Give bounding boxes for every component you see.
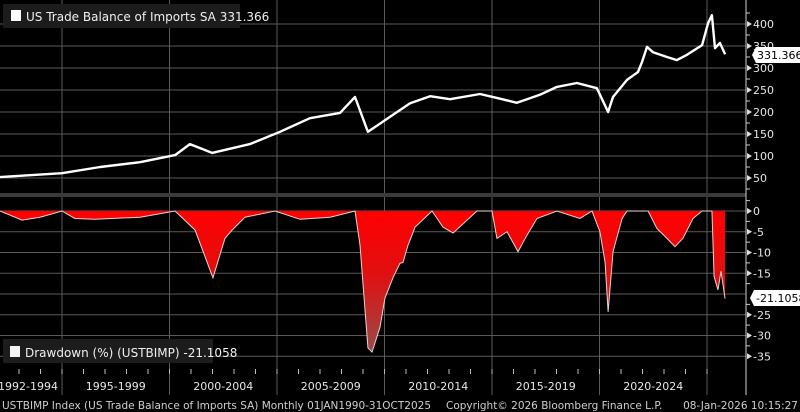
x-period-label: 2005-2009 (301, 380, 361, 393)
y-tick-label-bottom: -35 (753, 350, 771, 363)
footer-copyright: Copyright© 2026 Bloomberg Finance L.P. (446, 400, 662, 412)
y-tick-label-top: 200 (753, 106, 774, 119)
right-axis: 501001502002503003504000-5-10-15-25-30-3… (746, 12, 774, 363)
tick-mark (747, 249, 752, 256)
last-value-bottom: -21.1058 (756, 292, 800, 305)
tick-mark (747, 87, 752, 93)
y-tick-label-top: 300 (753, 62, 774, 75)
x-axis: 1992-1994 1995-1999 2000-2004 2005-2009 2010… (0, 369, 708, 393)
x-period-label: 2000-2004 (193, 380, 253, 393)
legend-swatch-drawdown (10, 346, 20, 357)
footer-description: USTBIMP Index (US Trade Balance of Impor… (2, 400, 431, 412)
tick-mark (747, 175, 752, 181)
last-value-tag-top: 331.366 (752, 47, 800, 63)
tick-mark (747, 43, 752, 49)
tick-mark (747, 65, 752, 71)
legend-bottom[interactable]: Drawdown (%) (USTBIMP) -21.1058 (3, 339, 237, 363)
legend-label-imports: US Trade Balance of Imports SA 331.366 (26, 10, 269, 24)
y-tick-label-top: 150 (753, 128, 774, 141)
tick-mark (747, 332, 752, 339)
tick-mark (747, 228, 752, 235)
y-tick-label-top: 100 (753, 150, 774, 163)
x-period-label: 1995-1999 (86, 380, 146, 393)
tick-mark (747, 109, 752, 115)
legend-swatch-white (11, 10, 21, 21)
y-tick-label-top: 50 (753, 172, 767, 185)
x-period-label: 2015-2019 (516, 380, 576, 393)
plot-marks (0, 13, 727, 354)
tick-mark (747, 21, 752, 27)
x-period-label: 2020-2024 (623, 380, 683, 393)
footer-timestamp: 08-Jan-2026 10:15:27 (683, 400, 798, 412)
legend-label-drawdown: Drawdown (%) (USTBIMP) -21.1058 (25, 346, 237, 360)
x-period-label: 1992-1994 (0, 380, 58, 393)
tick-mark (747, 208, 752, 214)
tick-mark (747, 153, 752, 159)
y-tick-label-bottom: -25 (753, 309, 771, 322)
x-period-label: 2010-2014 (408, 380, 468, 393)
y-tick-label-bottom: -10 (753, 247, 771, 260)
legend-top[interactable]: US Trade Balance of Imports SA 331.366 (3, 4, 269, 28)
tick-mark (747, 131, 752, 137)
y-tick-label-top: 250 (753, 84, 774, 97)
y-tick-label-bottom: -30 (753, 330, 771, 343)
y-tick-label-bottom: 0 (753, 205, 760, 218)
y-tick-label-bottom: -15 (753, 267, 771, 280)
tick-mark (747, 270, 752, 277)
y-tick-label-top: 400 (753, 18, 774, 31)
drawdown-area (0, 211, 726, 353)
y-tick-label-bottom: -5 (753, 226, 764, 239)
tick-mark (747, 311, 752, 318)
last-value-tag-bottom: -21.1058 (750, 290, 800, 306)
panel-separator (0, 193, 746, 197)
series-line-imports (0, 13, 727, 179)
last-value-top: 331.366 (757, 49, 800, 62)
tick-mark (747, 353, 752, 360)
